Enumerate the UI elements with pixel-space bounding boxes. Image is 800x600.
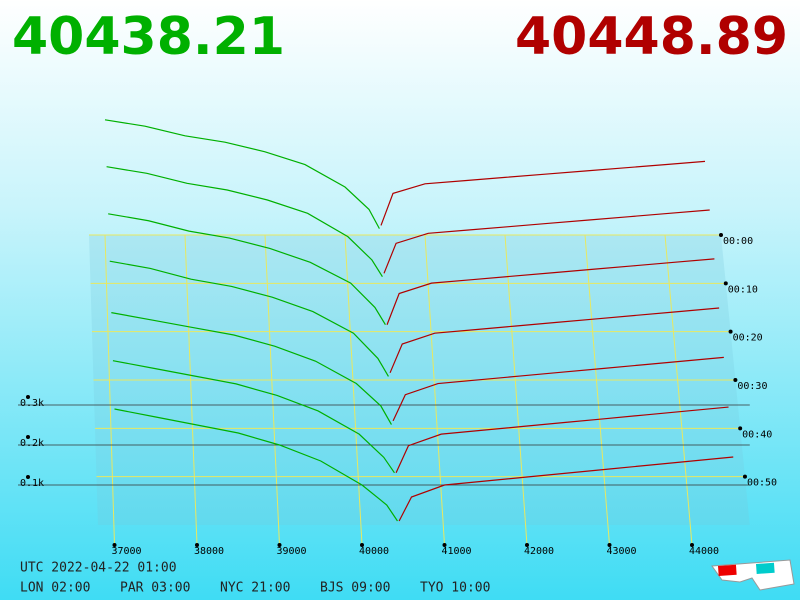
x-tick-label: 41000	[441, 546, 471, 557]
tick-dot	[442, 543, 447, 547]
zone-time: LON 02:00	[20, 581, 90, 596]
bid-curve	[108, 213, 386, 326]
zone-time: TYO 10:00	[420, 581, 490, 596]
utc-time: UTC 2022-04-22 01:00	[20, 561, 177, 576]
t-tick-label: 00:40	[742, 429, 772, 440]
x-tick-label: 43000	[606, 546, 636, 557]
tick-dot	[733, 378, 738, 382]
plot: 37000 38000 39000 40000 41000 42000 43000 44000…	[18, 119, 777, 557]
x-tick-label: 40000	[359, 546, 389, 557]
tick-dot	[738, 426, 743, 431]
tick-dot	[360, 543, 364, 547]
x-tick-label: 42000	[524, 546, 554, 557]
zone-time: PAR 03:00	[120, 581, 190, 596]
tick-dot	[728, 329, 733, 334]
x-tick-label: 38000	[194, 546, 224, 557]
y-tick-label: 0.2k	[20, 438, 44, 449]
t-tick-label: 00:00	[723, 236, 753, 247]
ask-curve	[380, 160, 706, 226]
grid-line	[664, 234, 693, 546]
ask-price: 40448.89	[515, 7, 788, 67]
tick-dot	[26, 395, 30, 399]
x-tick-label: 37000	[111, 546, 141, 557]
grid-line	[264, 234, 280, 546]
bid-curve	[104, 119, 380, 229]
tick-dot	[723, 281, 728, 286]
tick-dot	[26, 435, 30, 439]
x-tick-label: 39000	[276, 546, 306, 557]
zone-time: BJS 09:00	[320, 581, 390, 596]
bid-curve	[111, 312, 392, 425]
tick-dot	[742, 474, 747, 479]
bid-curve	[114, 408, 398, 522]
grid-line	[504, 234, 528, 546]
tick-dot	[26, 475, 30, 479]
t-tick-label: 00:30	[737, 381, 767, 392]
tick-dot	[277, 543, 282, 547]
y-tick-label: 0.3k	[20, 398, 44, 409]
tick-dot	[607, 543, 612, 547]
y-tick-label: 0.1k	[20, 478, 44, 489]
tick-dot	[195, 543, 199, 547]
bid-price: 40438.21	[12, 7, 285, 67]
tick-dot	[719, 233, 723, 237]
ask-curve	[398, 456, 734, 522]
zone-time: NYC 21:00	[220, 581, 290, 596]
tick-dot	[690, 543, 694, 547]
t-tick-label: 00:50	[747, 478, 777, 489]
tick-dot	[112, 543, 117, 547]
ask-curve	[395, 406, 729, 474]
grid-line	[184, 234, 198, 546]
grid-line	[424, 234, 445, 546]
bid-curve	[109, 260, 389, 377]
ask-curve	[389, 307, 720, 374]
x-tick-label: 44000	[689, 546, 719, 557]
grid-line	[584, 234, 610, 546]
time-zones: LON 02:00 PAR 03:00 NYC 21:00 BJS 09:00 TYO …	[20, 581, 490, 596]
ask-curve	[383, 209, 710, 274]
grid-line	[344, 234, 363, 546]
ask-curve	[386, 258, 715, 325]
glasses-icon	[711, 559, 795, 591]
bid-curve	[112, 360, 395, 474]
t-tick-label: 00:20	[733, 333, 763, 344]
ask-curve	[392, 356, 724, 422]
bid-curve	[106, 166, 383, 277]
t-tick-label: 00:10	[728, 284, 758, 295]
grid-line	[104, 234, 115, 546]
tick-dot	[525, 543, 529, 547]
